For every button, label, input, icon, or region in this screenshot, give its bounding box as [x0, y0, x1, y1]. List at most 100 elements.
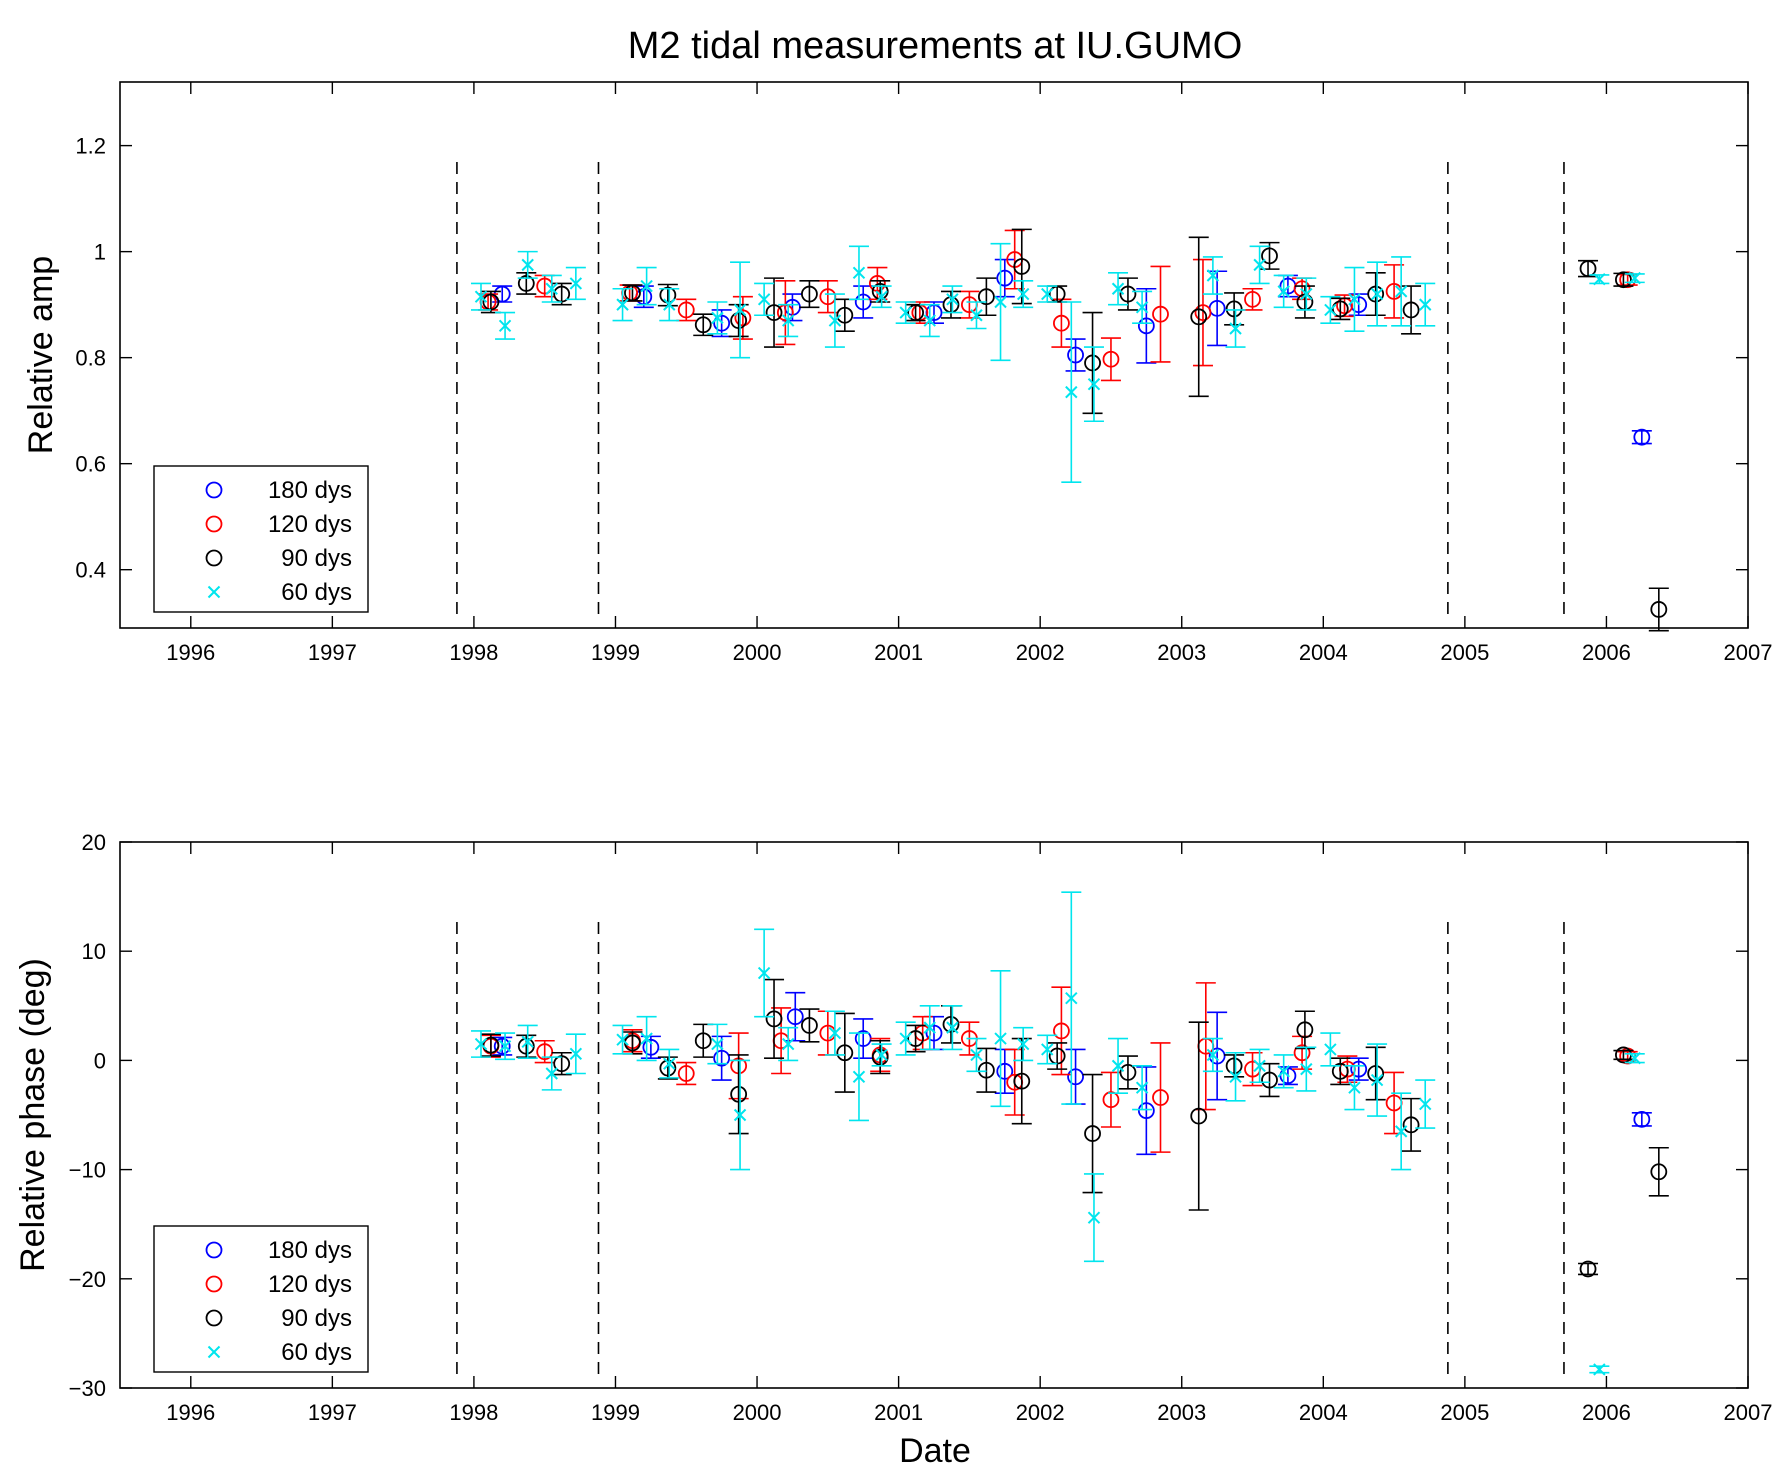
data-point-x — [781, 1037, 795, 1051]
data-point-circle — [1633, 428, 1651, 446]
data-point-x — [970, 309, 983, 322]
data-point-circle — [1067, 1068, 1084, 1086]
data-point-circle — [1579, 1260, 1597, 1278]
legend: 180 dys 120 dys 90 dys 60 dys — [153, 1225, 369, 1373]
panel-amplitude: Relative amp 1996 1997 1998 1999 2000 2001 200… — [22, 81, 1772, 665]
data-point-circle — [624, 284, 641, 302]
series-180-dys — [492, 991, 1652, 1156]
data-point-x — [1253, 258, 1266, 272]
y-tick-label: −10 — [69, 1158, 106, 1183]
data-point-circle — [1225, 1057, 1243, 1075]
x-tick-label: 2000 — [733, 640, 782, 665]
data-point-circle — [786, 1008, 804, 1026]
data-point-x — [781, 314, 795, 327]
data-point-x — [828, 314, 842, 327]
legend-label: 90 dys — [281, 1305, 352, 1332]
data-point-x — [852, 266, 866, 280]
x-tick-label: 1998 — [449, 1400, 498, 1425]
y-tick-label: 0.4 — [75, 558, 106, 583]
data-point-circle — [1633, 1110, 1651, 1128]
y-tick-label: 20 — [82, 830, 106, 855]
legend-marker — [205, 515, 223, 533]
data-point-x — [994, 1032, 1007, 1045]
data-point-circle — [1293, 280, 1311, 298]
data-point-x — [1087, 1211, 1101, 1224]
data-point-x — [875, 290, 888, 303]
data-point-circle — [1367, 285, 1385, 303]
y-tick-label: 1 — [94, 240, 106, 265]
series-120-dys — [480, 982, 1638, 1153]
data-point-x — [1348, 1081, 1361, 1094]
data-point-x — [569, 277, 583, 290]
data-point-x — [1111, 282, 1125, 295]
data-point-circle — [659, 1059, 677, 1077]
x-tick-label: 1998 — [449, 640, 498, 665]
data-point-x — [521, 1035, 534, 1049]
data-point-circle — [1137, 1102, 1155, 1120]
data-point-x — [1370, 1073, 1384, 1087]
data-point-x — [663, 298, 676, 311]
legend-label: 120 dys — [268, 511, 352, 538]
series-60-dys — [470, 891, 1645, 1376]
plot-frame — [119, 81, 1749, 629]
legend-marker — [205, 481, 223, 499]
series-60-dys — [470, 242, 1645, 484]
data-point-circle — [1102, 350, 1120, 368]
figure-title: M2 tidal measurements at IU.GUMO — [628, 25, 1243, 67]
data-point-circle — [1650, 601, 1668, 618]
data-point-x — [875, 1048, 888, 1062]
data-point-circle — [677, 301, 695, 319]
data-point-x — [1628, 1052, 1641, 1065]
legend-marker — [207, 585, 221, 599]
x-tick-label: 2001 — [874, 1400, 923, 1425]
data-point-x — [1628, 271, 1641, 285]
y-tick-label: −20 — [69, 1267, 106, 1292]
data-point-circle — [765, 304, 783, 321]
legend-label: 90 dys — [281, 545, 352, 572]
x-tick-label: 2005 — [1440, 640, 1489, 665]
legend-box — [153, 1225, 369, 1373]
data-point-x — [1253, 1059, 1266, 1073]
data-point-x — [757, 293, 771, 306]
data-point-circle — [801, 1017, 818, 1034]
y-tick-label: −30 — [69, 1376, 106, 1401]
legend-marker — [205, 1241, 223, 1259]
x-tick-label: 1999 — [591, 640, 640, 665]
data-point-x — [1324, 303, 1337, 317]
data-point-x — [1206, 1048, 1220, 1062]
data-point-x — [545, 282, 558, 295]
x-axis-label: Date — [899, 1432, 971, 1470]
data-point-circle — [977, 288, 995, 306]
data-point-circle — [517, 275, 535, 292]
data-point-circle — [836, 1044, 854, 1062]
data-point-circle — [765, 1010, 783, 1028]
legend-box — [153, 465, 369, 613]
data-point-x — [923, 1021, 936, 1034]
data-point-circle — [642, 1038, 660, 1056]
x-tick-label: 2002 — [1016, 640, 1065, 665]
x-tick-label: 1997 — [308, 1400, 357, 1425]
data-point-x — [521, 258, 534, 272]
data-point-x — [1016, 287, 1030, 301]
data-point-circle — [734, 309, 752, 327]
data-point-x — [1300, 1062, 1313, 1076]
x-tick-label: 2000 — [733, 1400, 782, 1425]
data-point-x — [1229, 1070, 1242, 1083]
data-point-circle — [1615, 271, 1632, 289]
data-point-x — [1419, 298, 1432, 311]
data-point-x — [1087, 377, 1101, 391]
data-point-circle — [977, 1061, 995, 1079]
y-tick-label: 0.8 — [75, 346, 106, 371]
x-tick-label: 2002 — [1016, 1400, 1065, 1425]
data-point-x — [1206, 269, 1220, 282]
data-point-circle — [694, 316, 712, 334]
data-point-circle — [1194, 304, 1212, 321]
plot-frame — [119, 841, 1749, 1389]
data-point-circle — [1013, 1072, 1031, 1090]
data-point-circle — [1084, 1125, 1101, 1142]
data-point-x — [757, 966, 771, 980]
data-point-x — [1370, 287, 1384, 301]
data-point-circle — [517, 1037, 535, 1055]
data-point-x — [899, 1032, 912, 1045]
